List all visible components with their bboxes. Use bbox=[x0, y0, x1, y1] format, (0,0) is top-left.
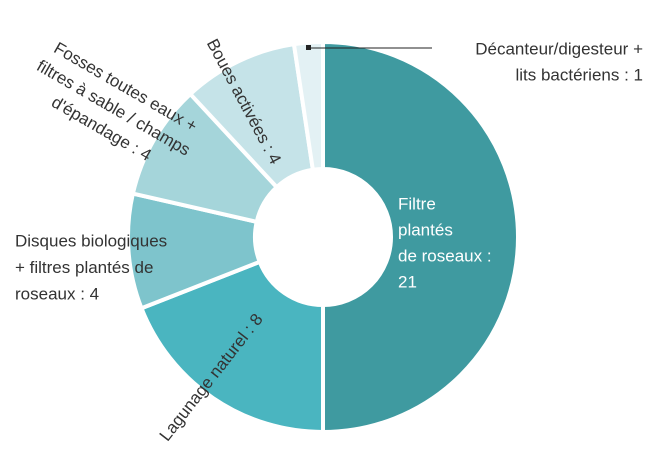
label-line: Filtre bbox=[398, 194, 436, 213]
slice-label: Décanteur/digesteur + lits bactériens : 1 bbox=[475, 39, 643, 84]
slice bbox=[126, 191, 263, 311]
slice bbox=[321, 39, 520, 435]
slice bbox=[138, 259, 325, 435]
slice bbox=[187, 41, 316, 190]
label-line: + filtres plantés de bbox=[15, 258, 153, 277]
label-line: Disques biologiques bbox=[15, 231, 167, 250]
slice-label: Filtre plantés de roseaux : 21 bbox=[398, 194, 492, 291]
leader-dot bbox=[306, 45, 311, 50]
slice bbox=[130, 91, 280, 225]
label-line: de roseaux : bbox=[398, 246, 492, 265]
slice bbox=[291, 39, 325, 173]
label-line: plantés bbox=[398, 220, 453, 239]
slice-label: Disques biologiques + filtres plantés de r… bbox=[15, 231, 167, 303]
label-line: roseaux : 4 bbox=[15, 284, 99, 303]
label-line: lits bactériens : 1 bbox=[515, 65, 643, 84]
label-line: 21 bbox=[398, 272, 417, 291]
label-line: Décanteur/digesteur + bbox=[475, 39, 643, 58]
